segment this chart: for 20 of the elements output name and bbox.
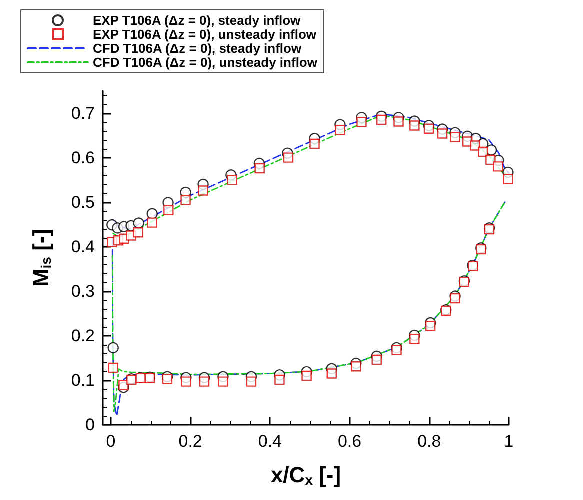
x-tick-label: 0.6 bbox=[338, 432, 362, 451]
legend-label: CFD T106A (Δz = 0), steady inflow bbox=[93, 41, 302, 56]
y-tick-label: 0.7 bbox=[71, 104, 95, 123]
y-axis-title: Mis [-] bbox=[28, 228, 54, 288]
x-tick-label: 0 bbox=[106, 432, 116, 451]
x-axis-title: x/Cx [-] bbox=[270, 462, 342, 488]
y-tick-label: 0 bbox=[86, 416, 95, 434]
x-tick-label: 0.8 bbox=[418, 432, 442, 451]
y-tick-label: 0.5 bbox=[71, 192, 95, 212]
y-tick-label: 0.1 bbox=[71, 370, 95, 390]
y-tick-label: 0.3 bbox=[71, 282, 95, 301]
x-tick-label: 1 bbox=[504, 432, 514, 451]
y-tick-label: 0.4 bbox=[71, 237, 95, 256]
x-tick-label: 0.2 bbox=[178, 432, 202, 451]
x-tick-label: 0.4 bbox=[258, 432, 282, 451]
legend-label: EXP T106A (Δz = 0), unsteady inflow bbox=[93, 27, 318, 42]
y-tick-label: 0.6 bbox=[71, 148, 95, 168]
y-tick-label: 0.2 bbox=[71, 326, 95, 346]
legend-label: CFD T106A (Δz = 0), unsteady inflow bbox=[93, 55, 318, 70]
legend-label: EXP T106A (Δz = 0), steady inflow bbox=[93, 13, 302, 28]
